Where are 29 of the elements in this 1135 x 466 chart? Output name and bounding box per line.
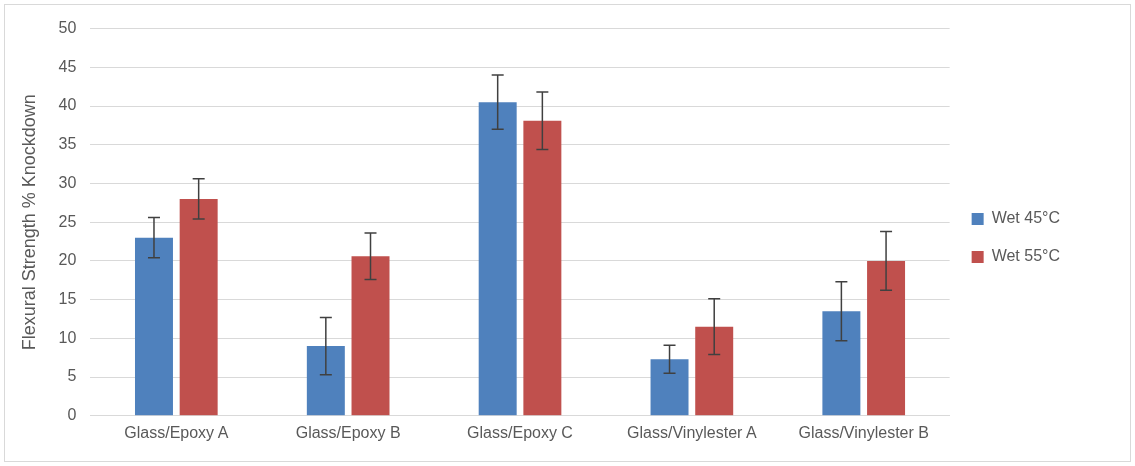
y-axis-title: Flexural Strength % Knockdown [18,94,39,351]
bar [650,359,689,416]
bar [306,346,345,416]
y-tick-label: 30 [58,173,77,191]
y-tick-label: 25 [58,212,77,230]
y-tick-label: 0 [67,406,77,424]
x-tick-label: Glass/Vinylester A [627,423,757,441]
bar [695,326,734,416]
bar [134,237,173,416]
bar [523,120,562,416]
legend-label: Wet 45°C [991,209,1061,227]
x-tick-label: Glass/Epoxy B [295,423,401,441]
x-tick-label: Glass/Epoxy A [124,423,229,441]
bar [822,311,861,416]
y-tick-label: 20 [58,251,77,269]
bar [867,260,906,416]
bar [478,102,517,416]
bar [179,198,218,416]
x-tick-label: Glass/Epoxy C [467,423,573,441]
y-tick-label: 35 [58,135,77,153]
legend-label: Wet 55°C [991,247,1061,265]
y-tick-label: 40 [58,96,77,114]
y-tick-label: 5 [67,367,77,385]
y-tick-label: 15 [58,290,77,308]
y-tick-label: 50 [58,19,77,37]
bar [351,256,390,416]
y-tick-label: 10 [58,328,77,346]
x-tick-label: Glass/Vinylester B [798,423,929,441]
y-tick-label: 45 [58,57,77,75]
